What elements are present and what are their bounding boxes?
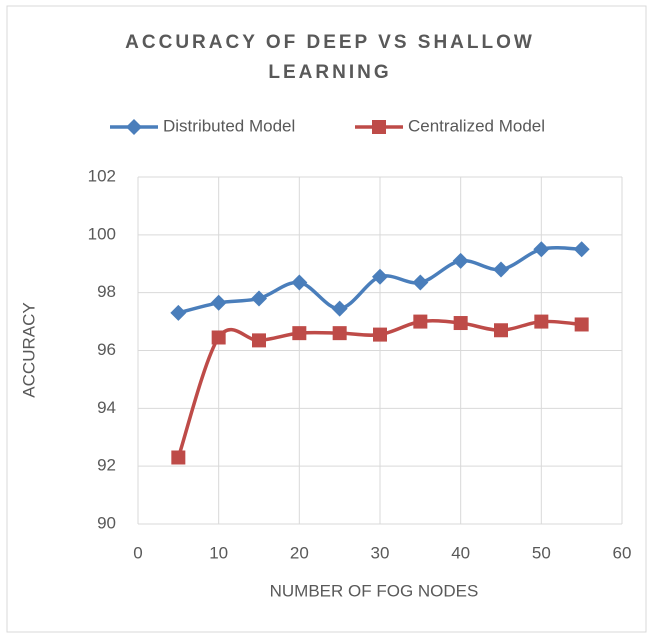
marker <box>331 300 348 317</box>
chart-title: ACCURACY OF DEEP VS SHALLOW LEARNING <box>125 32 535 83</box>
marker <box>211 330 226 345</box>
frame <box>6 5 647 633</box>
marker <box>534 314 549 329</box>
marker <box>452 252 469 269</box>
marker <box>171 450 186 465</box>
x-tick-label: 40 <box>451 543 470 562</box>
marker <box>412 274 429 291</box>
marker <box>413 314 428 329</box>
y-tick-label: 92 <box>97 456 116 475</box>
marker <box>453 316 468 331</box>
x-tick-label: 50 <box>532 543 551 562</box>
y-axis-label: ACCURACY <box>19 302 38 397</box>
marker <box>252 333 266 348</box>
marker <box>372 268 388 285</box>
legend-label: Distributed Model <box>163 116 295 135</box>
marker <box>373 327 387 342</box>
x-axis-label: NUMBER OF FOG NODES <box>270 581 479 600</box>
marker <box>372 120 386 134</box>
y-tick-label: 102 <box>88 166 116 185</box>
marker <box>251 290 267 307</box>
marker <box>332 326 347 341</box>
marker <box>292 326 307 341</box>
marker <box>291 274 308 291</box>
y-tick-label: 100 <box>88 224 116 243</box>
marker <box>126 119 142 135</box>
y-tick-label: 94 <box>97 398 116 417</box>
marker <box>574 317 589 332</box>
marker <box>210 294 227 311</box>
marker <box>494 323 508 338</box>
marker <box>533 241 550 258</box>
marker <box>170 304 187 321</box>
y-tick-label: 98 <box>97 282 116 301</box>
y-tick-label: 96 <box>97 340 116 359</box>
x-tick-label: 20 <box>290 543 309 562</box>
x-tick-label: 30 <box>371 543 390 562</box>
marker <box>573 241 590 258</box>
x-tick-label: 60 <box>613 543 632 562</box>
marker <box>493 261 509 278</box>
legend-label: Centralized Model <box>408 116 545 135</box>
x-tick-label: 10 <box>209 543 228 562</box>
y-tick-label: 90 <box>97 513 116 532</box>
x-tick-label: 0 <box>133 543 142 562</box>
